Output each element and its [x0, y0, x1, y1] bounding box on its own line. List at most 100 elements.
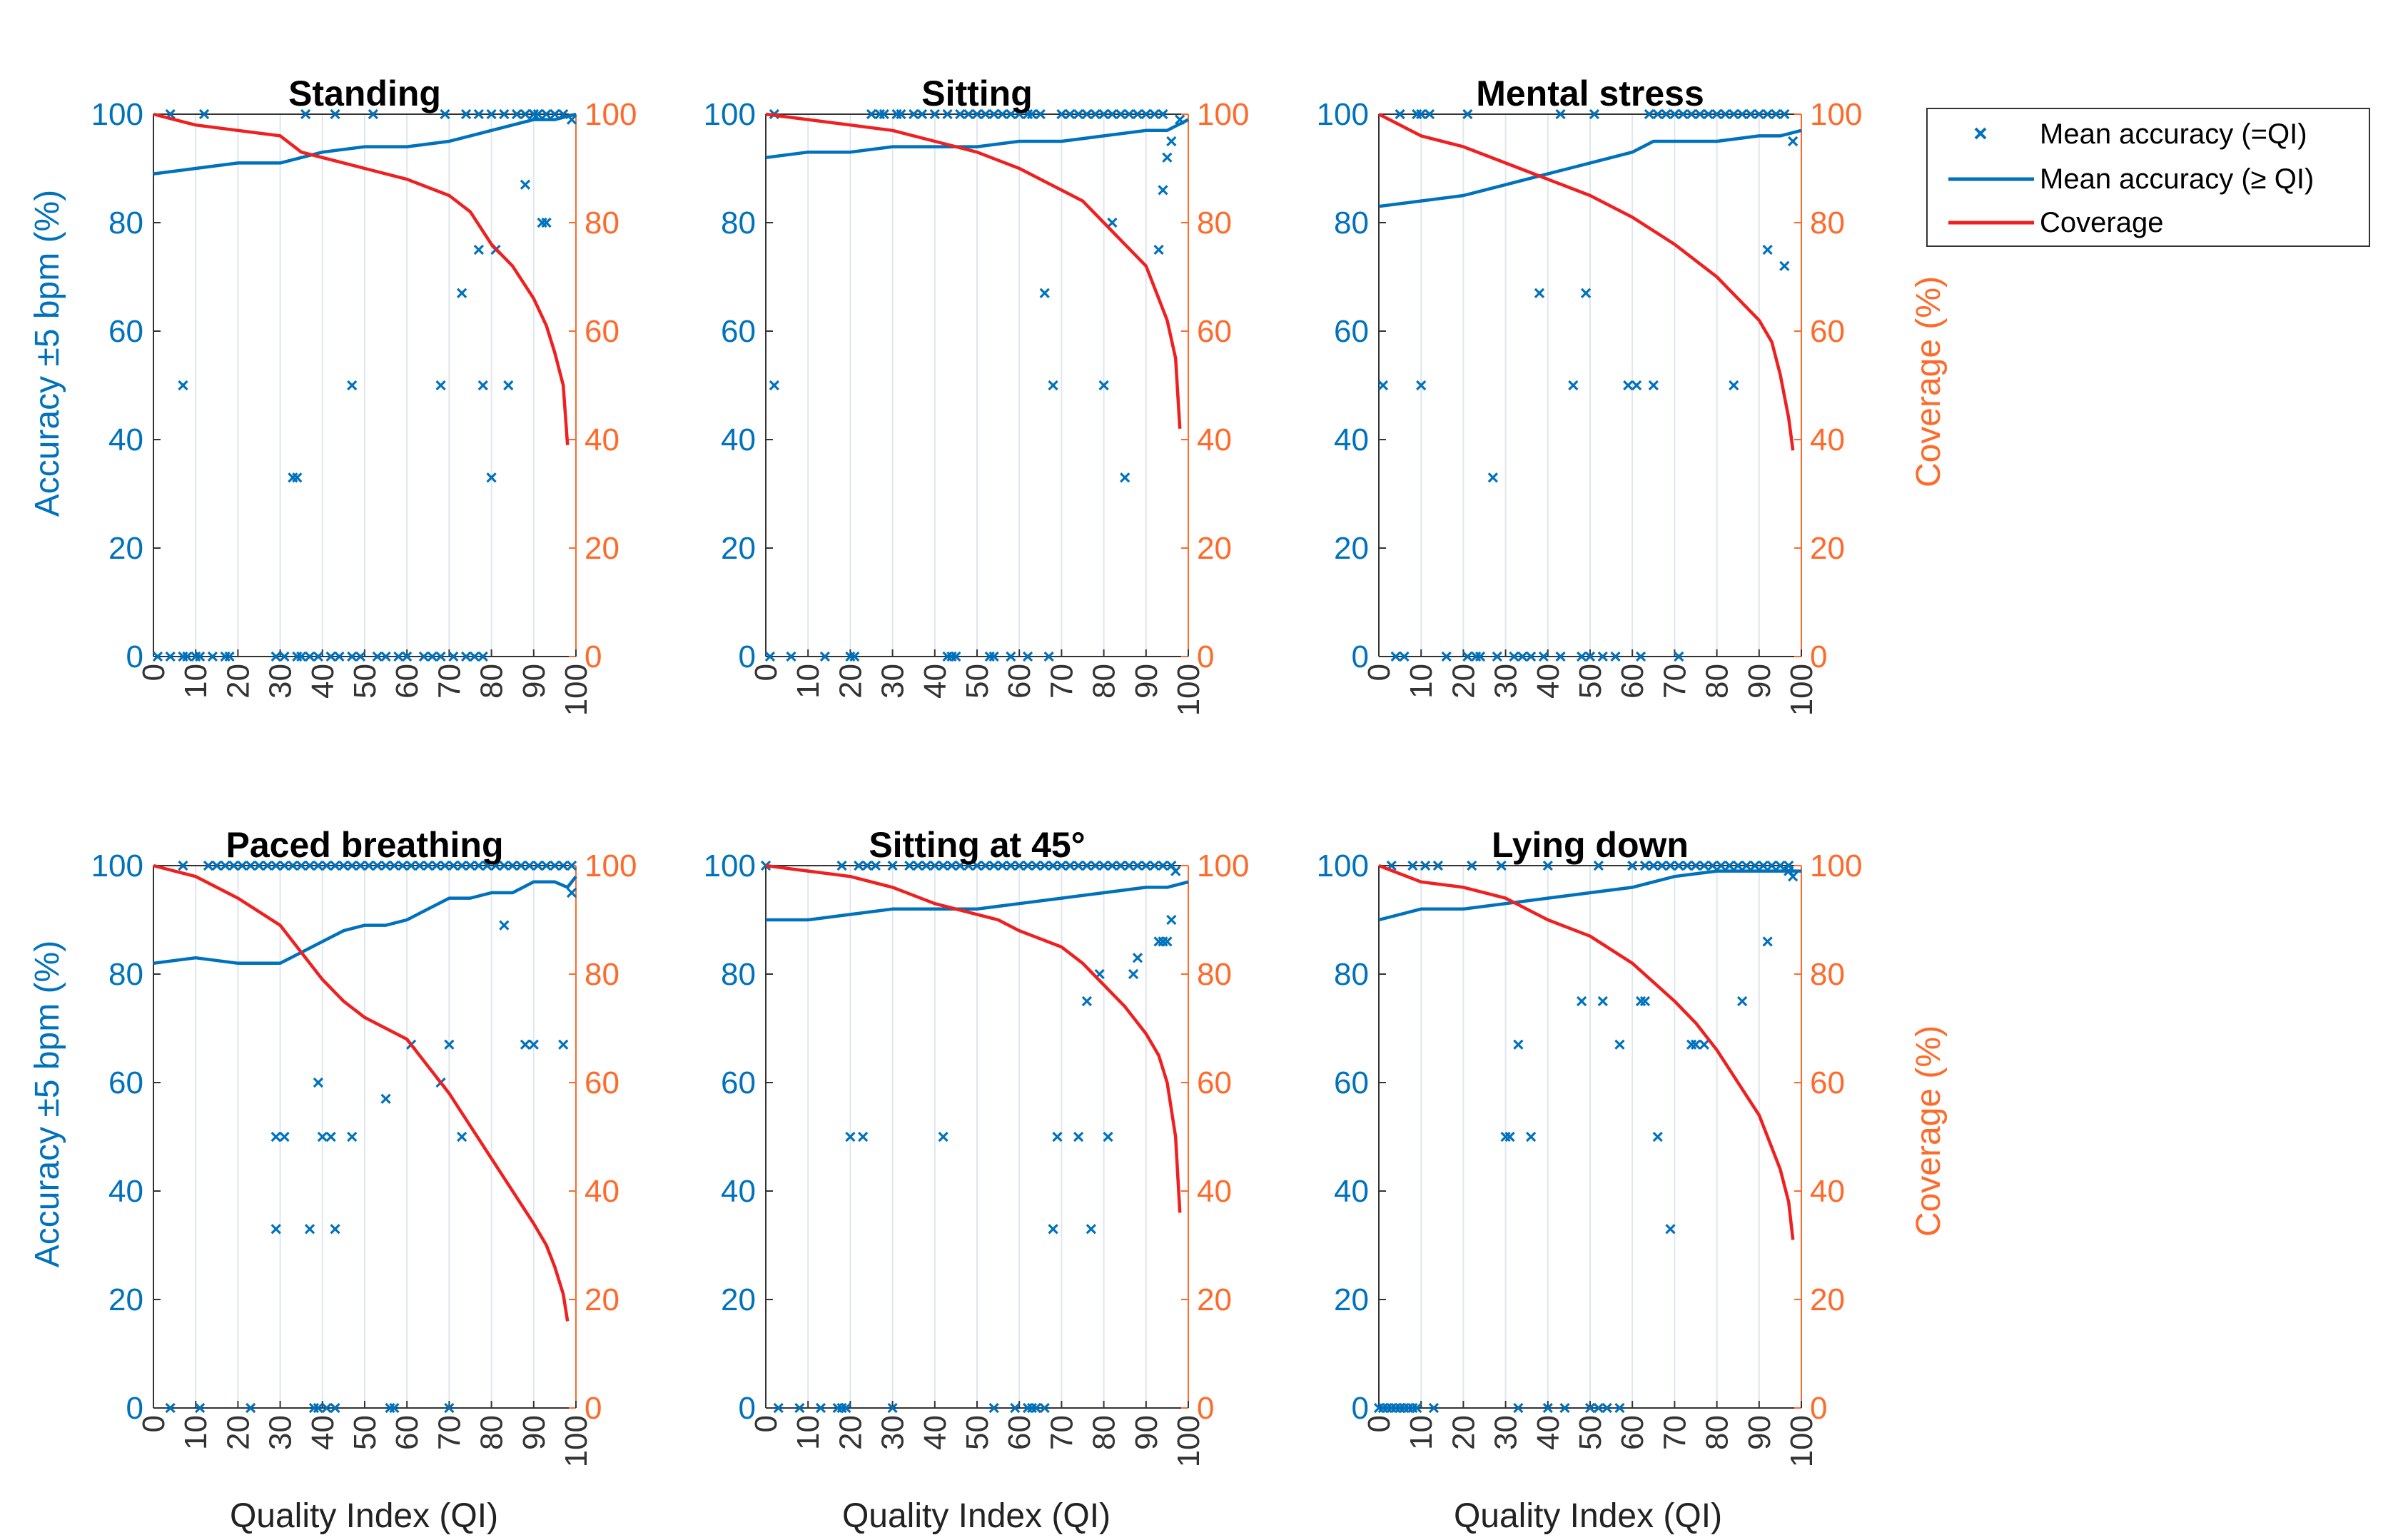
data-point [435, 380, 446, 391]
x-tick-label: 60 [1615, 664, 1650, 699]
data-point [1412, 1402, 1422, 1414]
x-tick-label: 10 [178, 664, 213, 699]
x-tick-label: 90 [517, 664, 552, 699]
data-point [380, 651, 391, 662]
data-point [198, 108, 210, 120]
data-point [1031, 1402, 1042, 1414]
y2-tick-label: 60 [1197, 1065, 1232, 1100]
data-point [541, 860, 552, 871]
data-point [486, 108, 497, 120]
data-point [473, 108, 484, 120]
data-point [955, 108, 966, 120]
x-tick-label: 50 [1573, 1415, 1608, 1450]
x-tick-label: 80 [1087, 1415, 1122, 1450]
data-point [1745, 108, 1756, 120]
data-point [1593, 1402, 1604, 1414]
x-tick-label: 70 [1657, 1415, 1692, 1450]
data-point [507, 860, 518, 871]
data-point [1073, 108, 1084, 120]
y2-tick-label: 40 [585, 422, 619, 457]
data-point [841, 1402, 851, 1414]
x-axis-label: Quality Index (QI) [230, 1497, 498, 1535]
data-point [448, 651, 459, 662]
data-point [1115, 860, 1126, 871]
x-tick-label: 20 [221, 1415, 256, 1450]
data-point [270, 1131, 281, 1143]
y-tick-label: 40 [721, 1174, 756, 1209]
x-tick-label: 90 [517, 1415, 552, 1450]
data-point [444, 1402, 455, 1414]
data-point [1043, 651, 1054, 662]
y-tick-label: 80 [108, 206, 143, 240]
data-point [211, 860, 222, 871]
data-point [1048, 380, 1058, 391]
y2-tick-label: 60 [1197, 314, 1232, 349]
data-point [1006, 108, 1016, 120]
data-point [1123, 108, 1135, 120]
data-point [325, 1131, 336, 1143]
y-tick-label: 20 [721, 1282, 756, 1317]
data-point [773, 1402, 784, 1414]
data-point [819, 651, 831, 662]
y-tick-label: 0 [1352, 1391, 1369, 1426]
data-point [1762, 244, 1773, 255]
data-point [1086, 1224, 1096, 1235]
y2-tick-label: 100 [585, 97, 637, 132]
y2-tick-label: 60 [1810, 314, 1845, 349]
data-point [1462, 108, 1473, 120]
x-tick-label: 0 [136, 664, 171, 681]
data-point [482, 860, 492, 871]
scatter-series [760, 860, 1181, 1414]
data-point [469, 651, 480, 662]
data-point [988, 651, 999, 662]
x-tick-label: 50 [1573, 664, 1608, 699]
x-tick-label: 90 [1129, 664, 1164, 699]
data-point [1462, 651, 1473, 662]
data-point [1090, 860, 1101, 871]
data-point [1597, 996, 1608, 1007]
y2-tick-label: 60 [1810, 1065, 1845, 1100]
data-point [1081, 860, 1093, 871]
data-point [1132, 108, 1143, 120]
x-tick-label: 100 [1171, 664, 1206, 716]
data-point [503, 380, 514, 391]
data-point [524, 860, 535, 871]
data-point [1073, 860, 1084, 871]
data-point [1006, 651, 1016, 662]
y-tick-label: 80 [108, 957, 143, 992]
x-tick-label: 60 [1615, 1415, 1650, 1450]
y-tick-label: 0 [739, 1391, 756, 1426]
data-point [786, 651, 796, 662]
data-point [794, 1402, 805, 1414]
y2-tick-label: 100 [1197, 97, 1249, 132]
data-point [1754, 108, 1764, 120]
data-point [473, 244, 484, 255]
data-point [520, 1039, 531, 1050]
data-point [465, 860, 476, 871]
data-point [1724, 860, 1735, 871]
data-point [178, 860, 188, 871]
data-point [414, 860, 425, 871]
data-point [912, 860, 924, 871]
data-point [1686, 108, 1697, 120]
x-tick-label: 50 [960, 664, 995, 699]
accuracy-line [1378, 869, 1801, 922]
x-tick-label: 100 [559, 664, 594, 716]
data-point [1035, 108, 1046, 120]
data-point [1115, 108, 1126, 120]
data-point [909, 108, 919, 120]
data-point [423, 860, 433, 871]
y2-tick-label: 60 [585, 314, 619, 349]
data-point [1736, 996, 1748, 1007]
data-point [499, 860, 510, 871]
data-point [566, 887, 577, 898]
left-axis-label-bottom: Accuracy ±5 bpm (%) [29, 941, 66, 1267]
y-tick-label: 100 [704, 848, 756, 883]
data-point [946, 860, 957, 871]
data-point [1762, 108, 1773, 120]
x-tick-label: 80 [1700, 664, 1735, 699]
x-tick-label: 20 [221, 664, 256, 699]
